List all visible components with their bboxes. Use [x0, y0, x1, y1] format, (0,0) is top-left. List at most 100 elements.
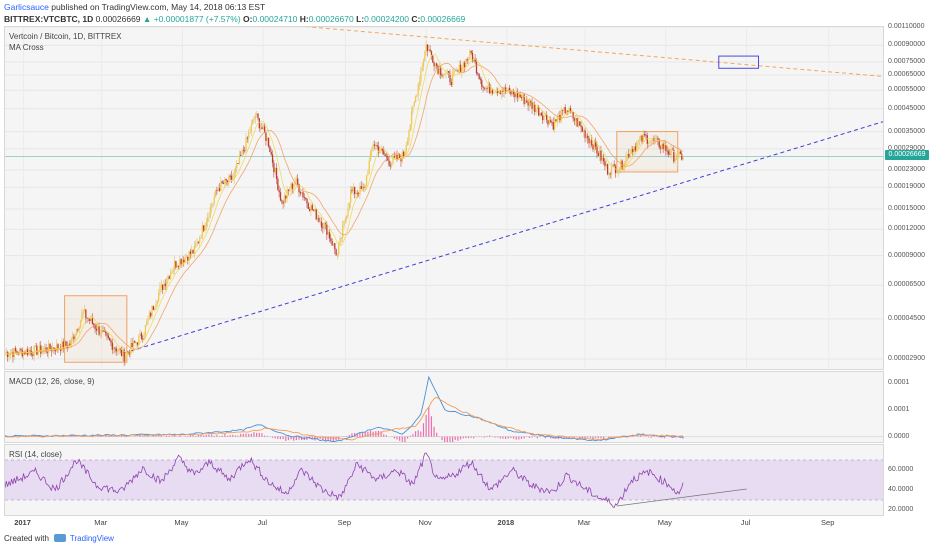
candle	[414, 96, 417, 103]
rsi-tick-label: 40.0000	[888, 486, 914, 493]
time-axis[interactable]: 2017 Mar May Jul Sep Nov 2018 Mar May Jul Sep	[4, 516, 884, 530]
candle	[172, 268, 174, 272]
candle	[409, 124, 411, 131]
price-tick-label: 0.00006500	[888, 281, 925, 289]
candle	[335, 249, 337, 256]
candle	[185, 256, 188, 258]
candle	[352, 186, 354, 192]
candle	[404, 151, 406, 157]
rising-trendline	[124, 121, 883, 354]
candle	[658, 139, 660, 148]
candle	[501, 90, 503, 94]
time-tick-label: May	[174, 518, 189, 527]
candle	[63, 341, 66, 349]
candle	[365, 175, 368, 186]
candle	[62, 341, 64, 349]
candle	[230, 175, 233, 180]
candle	[572, 111, 574, 119]
candle	[503, 87, 505, 93]
candle	[675, 158, 678, 160]
candle	[245, 137, 247, 151]
candle	[307, 203, 309, 209]
candle	[340, 237, 343, 239]
candle	[171, 271, 173, 273]
candle	[634, 146, 637, 151]
price-axis[interactable]: 0.00110000 0.00090000 0.00075000 0.00065000…	[884, 23, 932, 370]
rsi-chart[interactable]	[5, 445, 883, 515]
candle	[130, 342, 132, 355]
candle	[164, 283, 166, 287]
candle	[575, 118, 577, 121]
candle	[610, 166, 613, 175]
candle	[520, 97, 523, 98]
close-value: 0.00026669	[420, 14, 466, 24]
candle	[217, 188, 219, 191]
candle	[346, 215, 348, 219]
candle	[61, 341, 63, 352]
candle	[421, 66, 423, 72]
ma-cross-label[interactable]: MA Cross	[9, 43, 44, 52]
candle	[546, 114, 548, 120]
candle	[7, 352, 9, 358]
candle	[649, 141, 651, 144]
candle	[177, 266, 180, 268]
candle	[650, 140, 652, 142]
candle	[65, 341, 67, 346]
candle	[46, 351, 49, 353]
candle	[463, 62, 466, 68]
macd-pane[interactable]: MACD (12, 26, close, 9)	[4, 371, 884, 443]
candle	[665, 144, 667, 151]
candle	[430, 51, 433, 56]
candle	[514, 94, 516, 97]
candle	[124, 355, 127, 362]
candle	[209, 207, 211, 218]
open-label: O:	[243, 14, 253, 24]
candle	[167, 276, 169, 282]
candle	[134, 341, 136, 343]
candle	[426, 44, 429, 52]
candle	[279, 192, 282, 201]
candle	[56, 344, 58, 352]
tradingview-logo-icon	[53, 534, 66, 542]
candle	[486, 88, 488, 90]
candle	[305, 197, 307, 199]
candle	[560, 109, 562, 122]
candle	[106, 333, 108, 336]
candle	[20, 348, 22, 350]
candle	[518, 94, 520, 98]
candle	[528, 100, 531, 106]
rsi-pane[interactable]: RSI (14, close)	[4, 444, 884, 516]
candle	[314, 208, 316, 211]
candle	[228, 175, 230, 183]
candle	[375, 145, 377, 146]
candle	[424, 51, 426, 62]
price-pane[interactable]: Vertcoin / Bitcoin, 1D, BITTREX MA Cross	[4, 26, 884, 370]
candle	[163, 283, 165, 290]
author-link[interactable]: Garlicsauce	[4, 2, 49, 12]
candle	[242, 149, 245, 151]
candle	[188, 251, 190, 261]
tradingview-link[interactable]: TradingView	[69, 534, 114, 543]
candle	[372, 144, 374, 149]
candle	[41, 350, 43, 354]
candle	[669, 154, 671, 155]
candle	[327, 232, 329, 235]
candle	[155, 303, 157, 308]
candle	[282, 201, 284, 204]
candle	[220, 181, 222, 191]
candle	[70, 338, 72, 346]
candle	[636, 143, 638, 151]
price-chart[interactable]	[5, 27, 883, 369]
candle	[507, 87, 509, 92]
candle	[355, 192, 357, 195]
macd-chart[interactable]	[5, 372, 883, 442]
candle	[112, 347, 115, 350]
candle	[487, 83, 490, 89]
candle	[448, 71, 450, 74]
candle	[115, 348, 117, 352]
candle	[579, 121, 581, 126]
candle	[602, 157, 605, 162]
candle	[629, 153, 631, 158]
candle	[291, 183, 294, 189]
candle	[308, 208, 311, 211]
